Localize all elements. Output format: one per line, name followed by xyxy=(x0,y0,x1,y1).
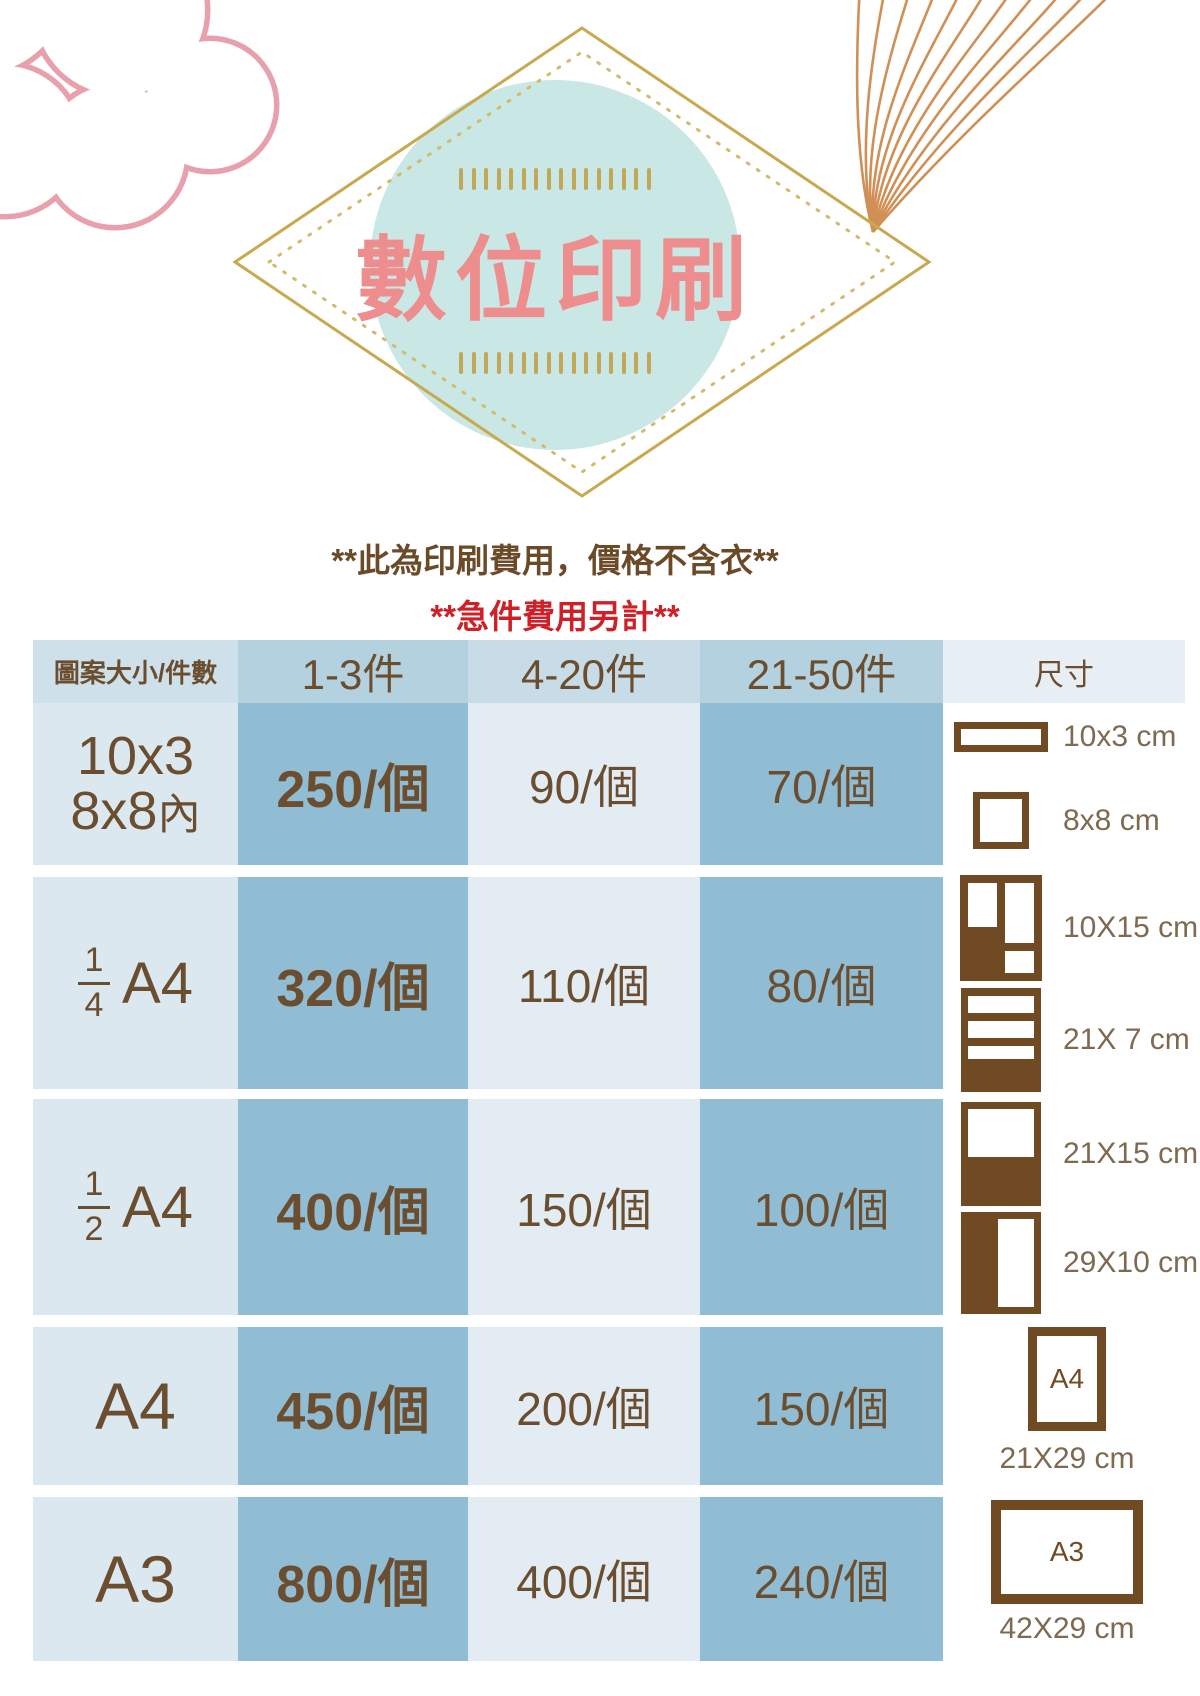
price-10x3-4-20: 90/個 xyxy=(468,703,700,865)
price-quarter-a4-21-50: 80/個 xyxy=(700,877,943,1089)
header-qty-21-50: 21-50件 xyxy=(700,640,943,703)
notice-rush-fee: **急件費用另計** xyxy=(430,598,680,635)
outline-a3-icon: A3 xyxy=(991,1500,1143,1604)
header-size: 尺寸 xyxy=(943,640,1185,703)
price-half-a4-4-20: 150/個 xyxy=(468,1099,700,1315)
price-a3-4-20: 400/個 xyxy=(468,1497,700,1661)
row-label-10x3: 10x3 8x8內 xyxy=(33,703,238,865)
swirl-decoration xyxy=(855,0,1107,233)
page-title: 數位印刷 xyxy=(354,230,755,332)
size-entry-8x8: 8x8 cm xyxy=(953,792,1160,849)
header-qty-4-20: 4-20件 xyxy=(468,640,700,703)
notice-print-cost: **此為印刷費用，價格不含衣** xyxy=(331,542,779,579)
square-8x8-icon xyxy=(973,792,1029,849)
tick-marks-top xyxy=(459,168,651,190)
size-entry-10x15: 10X15 cm xyxy=(953,875,1198,981)
header-qty-1-3: 1-3件 xyxy=(238,640,468,703)
size-entry-29x10: 29X10 cm xyxy=(953,1212,1198,1314)
price-a3-21-50: 240/個 xyxy=(700,1497,943,1661)
price-10x3-21-50: 70/個 xyxy=(700,703,943,865)
price-a4-4-20: 200/個 xyxy=(468,1327,700,1485)
size-entry-10x3: 10x3 cm xyxy=(953,720,1176,754)
price-a4-21-50: 150/個 xyxy=(700,1327,943,1485)
grid-10x15-icon xyxy=(960,875,1042,981)
price-quarter-a4-1-3: 320/個 xyxy=(238,877,468,1089)
rect-10x3-icon xyxy=(954,722,1048,752)
column-29x10-icon xyxy=(961,1212,1041,1314)
size-label-21x29: 21X29 cm xyxy=(999,1442,1135,1475)
header-size-per-qty: 圖案大小/件數 xyxy=(33,640,238,703)
size-label-42x29: 42X29 cm xyxy=(999,1612,1135,1645)
price-half-a4-1-3: 400/個 xyxy=(238,1099,468,1315)
price-half-a4-21-50: 100/個 xyxy=(700,1099,943,1315)
price-a3-1-3: 800/個 xyxy=(238,1497,468,1661)
price-10x3-1-3: 250/個 xyxy=(238,703,468,865)
half-21x15-icon xyxy=(961,1102,1041,1206)
price-quarter-a4-4-20: 110/個 xyxy=(468,877,700,1089)
size-entry-21x7: 21X 7 cm xyxy=(953,988,1190,1092)
row-label-a3: A3 xyxy=(33,1497,238,1661)
price-a4-1-3: 450/個 xyxy=(238,1327,468,1485)
cloud-decoration xyxy=(0,0,280,231)
outline-a4-icon: A4 xyxy=(1028,1327,1106,1431)
size-entry-21x15: 21X15 cm xyxy=(953,1102,1198,1206)
tick-marks-bottom xyxy=(459,352,651,374)
row-label-a4: A4 xyxy=(33,1327,238,1485)
stripes-21x7-icon xyxy=(961,988,1041,1092)
